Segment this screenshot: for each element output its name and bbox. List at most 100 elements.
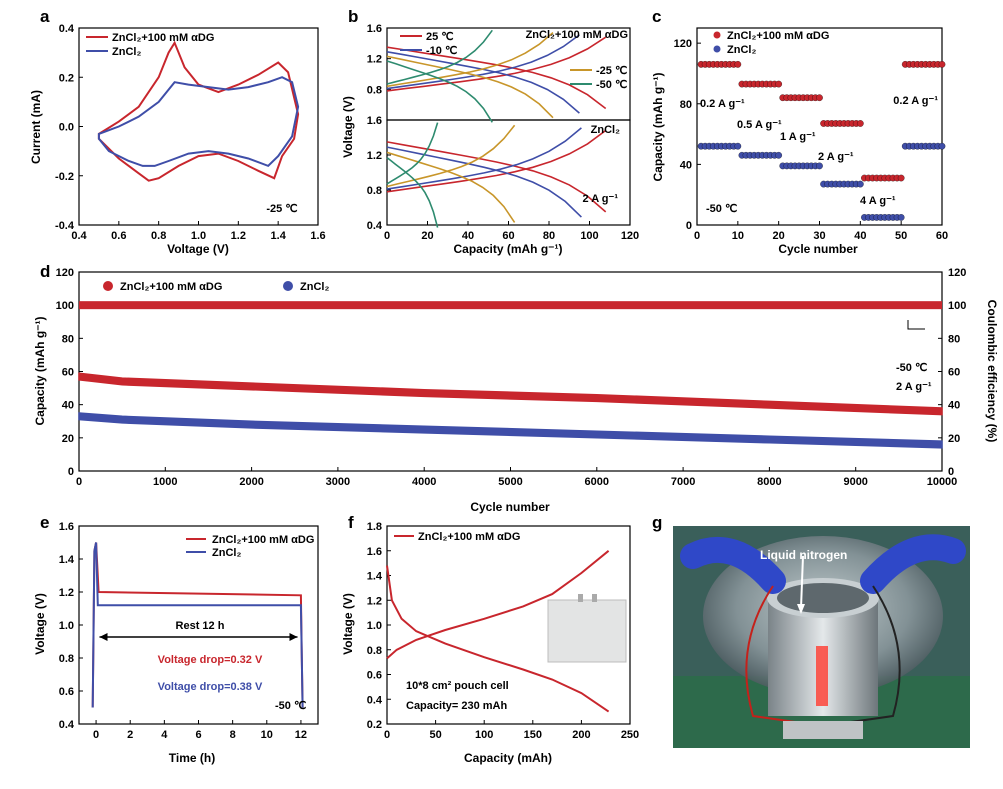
x-tick-label-a: 0.8 [151,230,166,242]
charge-curve-zncl2-2 [386,124,516,188]
cv-curve-adg [97,40,300,182]
y-axis-label-b: Voltage (V) [341,96,355,158]
rate-point-red [897,174,905,182]
rate-point-red [734,61,742,68]
y-tick-label-f: 1.2 [367,595,382,607]
pouch-cell-image [547,599,627,663]
x-tick-label-b: 20 [421,230,433,242]
rate-label-c-4: 4 A g⁻¹ [860,195,896,207]
y-tick-label-e: 0.6 [59,686,74,698]
y-tick-label-b-bottom: 1.2 [367,150,382,162]
y-axis-label-right-d: Coulombic efficiency (%) [985,300,999,443]
y-tick-label-e: 1.6 [59,521,74,533]
y-tick-label-c: 80 [680,99,692,111]
x-tick-label-c: 60 [936,230,948,242]
charge-curve-adg-0 [386,36,607,92]
x-tick-label-e: 2 [127,729,133,741]
x-tick-label-c: 20 [773,230,785,242]
x-tick-label-e: 0 [93,729,99,741]
legend-label-a-1: ZnCl₂ [112,46,141,58]
y-axis-label-e: Voltage (V) [33,593,47,655]
annotation-pouch-capacity: Capacity= 230 mAh [406,700,507,712]
y-tick-label-d-right: 40 [948,400,960,412]
y-tick-label-d-right: 120 [948,267,966,279]
legend-marker-d-0 [103,281,113,291]
annotation-temp-d: -50 ℃ [896,362,927,374]
x-tick-label-d: 0 [76,476,82,488]
rate-point-blue [897,214,905,221]
x-axis-label-e: Time (h) [169,751,215,765]
annotation-temp-c: -50 ℃ [706,203,737,215]
rest-arrow-head-left [99,633,108,641]
plot-frame-c [696,27,943,226]
x-tick-label-f: 0 [384,729,390,741]
panel-letter-g: g [652,513,662,532]
y-tick-label-a: -0.4 [55,220,75,232]
x-tick-label-b: 80 [543,230,555,242]
x-tick-label-d: 1000 [153,476,177,488]
y-tick-label-d-right: 100 [948,300,966,312]
y-tick-label-b-top: 1.6 [367,23,382,35]
legend-label-b-2: -25 ℃ [596,65,627,77]
x-tick-label-f: 50 [429,729,441,741]
x-tick-label-d: 6000 [585,476,609,488]
rate-point-blue [775,151,783,159]
legend-label-b-1: -10 ℃ [426,45,457,57]
charge-curve-pouch [386,550,610,660]
x-tick-label-c: 40 [854,230,866,242]
panel-letter-d: d [40,262,50,281]
rate-point-red [856,120,864,127]
discharge-curve-zncl2-1 [386,146,582,218]
legend-marker-d-1 [283,281,293,291]
y-tick-label-f: 0.4 [367,694,383,706]
x-tick-label-a: 1.6 [310,230,325,242]
x-tick-label-b: 120 [621,230,639,242]
legend-label-d-1: ZnCl₂ [300,281,329,293]
capacity-band-zncl2 [78,412,943,449]
rate-point-red [938,61,946,68]
discharge-curve-adg-3 [386,60,493,123]
voltage-drop-zncl2: Voltage drop=0.38 V [158,681,263,693]
photo-label-liquid-nitrogen: Liquid nitrogen [760,548,848,562]
x-tick-label-c: 50 [895,230,907,242]
x-tick-label-a: 0.6 [111,230,126,242]
x-tick-label-a: 0.4 [71,230,87,242]
x-tick-label-e: 10 [261,729,273,741]
rate-point-red [775,80,783,88]
panel-b-rate-annotation: 2 A g⁻¹ [582,193,618,205]
x-tick-label-b: 60 [502,230,514,242]
panel-b-top-label: ZnCl₂+100 mM αDG [526,29,628,41]
x-tick-label-b: 40 [462,230,474,242]
discharge-curve-zncl2-0 [386,141,607,213]
y-tick-label-e: 1.2 [59,587,74,599]
y-tick-label-b-bottom: 0.8 [367,185,382,197]
x-tick-label-f: 150 [524,729,542,741]
discharge-curve-zncl2-3 [386,156,439,228]
y-tick-label-f: 1.4 [367,571,383,583]
y-tick-label-f: 0.8 [367,645,382,657]
cv-curve-zncl2 [97,76,300,168]
rate-label-c-2: 1 A g⁻¹ [780,131,816,143]
y-tick-label-f: 1.6 [367,546,382,558]
y-tick-label-d: 120 [56,267,74,279]
annotation-temp-a: -25 ℃ [266,203,297,215]
discharge-curve-zncl2-2 [386,151,516,223]
x-tick-label-d: 2000 [239,476,263,488]
x-tick-label-d: 10000 [927,476,958,488]
panel-letter-b: b [348,7,358,26]
x-axis-label-a: Voltage (V) [167,242,229,256]
rest-label: Rest 12 h [176,620,225,632]
y-tick-label-e: 0.8 [59,653,74,665]
x-tick-label-e: 4 [161,729,168,741]
y-tick-label-f: 0.6 [367,670,382,682]
charge-curve-adg-3 [386,29,493,85]
x-tick-label-b: 0 [384,230,390,242]
panel-b-bottom-label: ZnCl₂ [591,124,620,136]
rate-point-blue [816,162,823,170]
legend-label-a-0: ZnCl₂+100 mM αDG [112,32,214,44]
y-tick-label-d-right: 20 [948,433,960,445]
y-tick-label-c: 40 [680,159,692,171]
x-tick-label-a: 1.0 [191,230,206,242]
y-axis-label-f: Voltage (V) [341,593,355,655]
annotation-pouch-size: 10*8 cm² pouch cell [406,680,509,692]
